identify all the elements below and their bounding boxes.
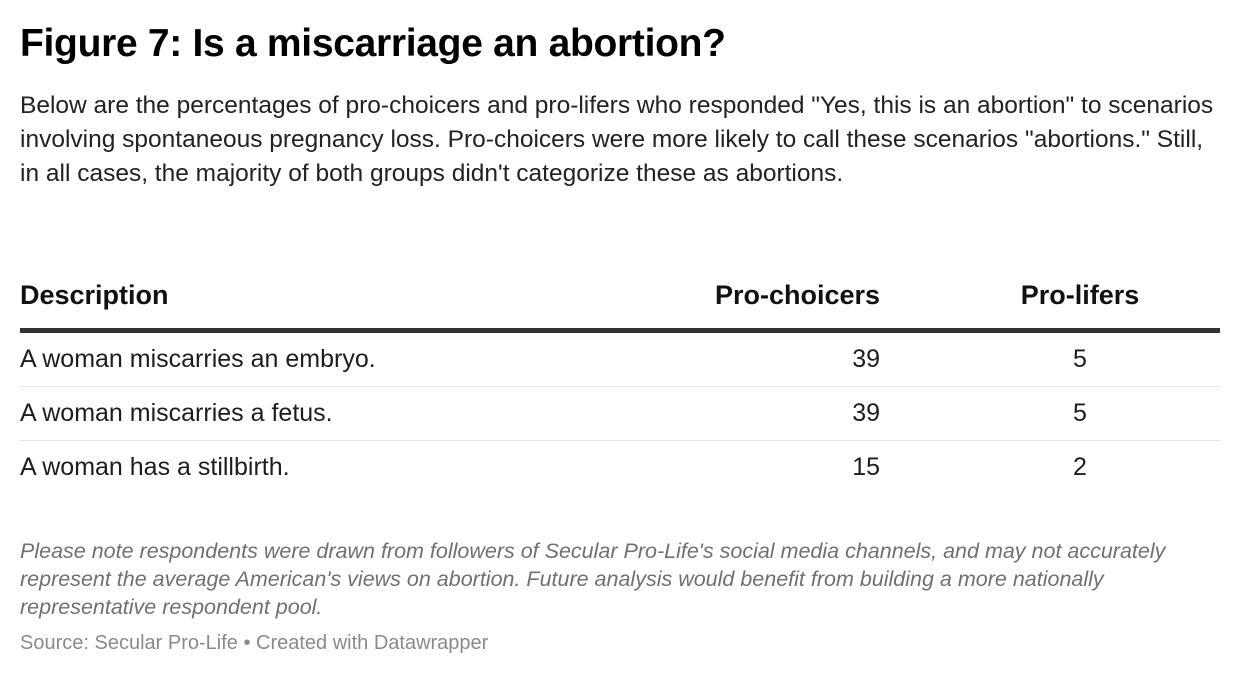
cell-pro-choicers: 39 [660,330,880,387]
column-header-pro-lifers[interactable]: Pro-lifers [880,276,1220,333]
cell-pro-lifers-value: 5 [1073,399,1087,427]
chart-title: Figure 7: Is a miscarriage an abortion? [20,22,726,65]
cell-description: A woman has a stillbirth. [20,453,290,481]
cell-description: A woman miscarries a fetus. [20,386,660,441]
table-header-row: Description Pro-choicers Pro-lifers [20,276,1220,333]
column-header-pro-lifers-label: Pro-lifers [1020,280,1140,310]
cell-pro-lifers: 2 [880,441,1220,495]
table-row: A woman miscarries a fetus. 39 5 [20,386,1220,441]
cell-pro-choicers: 15 [852,453,880,481]
column-header-pro-choicers[interactable]: Pro-choicers [660,276,880,333]
cell-pro-lifers-value: 5 [1073,345,1087,373]
chart-note: Please note respondents were drawn from … [20,539,1166,619]
cell-pro-choicers: 39 [660,386,880,441]
data-table: Description Pro-choicers Pro-lifers A wo… [20,276,1220,494]
chart-source: Source: Secular Pro-Life • Created with … [20,632,489,654]
table-row: A woman miscarries an embryo. 39 5 [20,330,1220,387]
column-header-description[interactable]: Description [20,276,660,333]
cell-description: A woman miscarries an embryo. [20,330,660,387]
cell-pro-lifers: 5 [880,386,1220,441]
cell-pro-lifers: 5 [880,330,1220,387]
cell-pro-lifers-value: 2 [1073,453,1087,481]
table-row: A woman has a stillbirth. 15 2 [20,441,1220,495]
chart-description: Below are the percentages of pro-choicer… [20,92,1214,187]
